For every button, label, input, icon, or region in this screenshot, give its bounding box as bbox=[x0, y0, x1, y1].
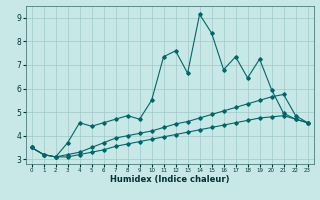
X-axis label: Humidex (Indice chaleur): Humidex (Indice chaleur) bbox=[110, 175, 229, 184]
